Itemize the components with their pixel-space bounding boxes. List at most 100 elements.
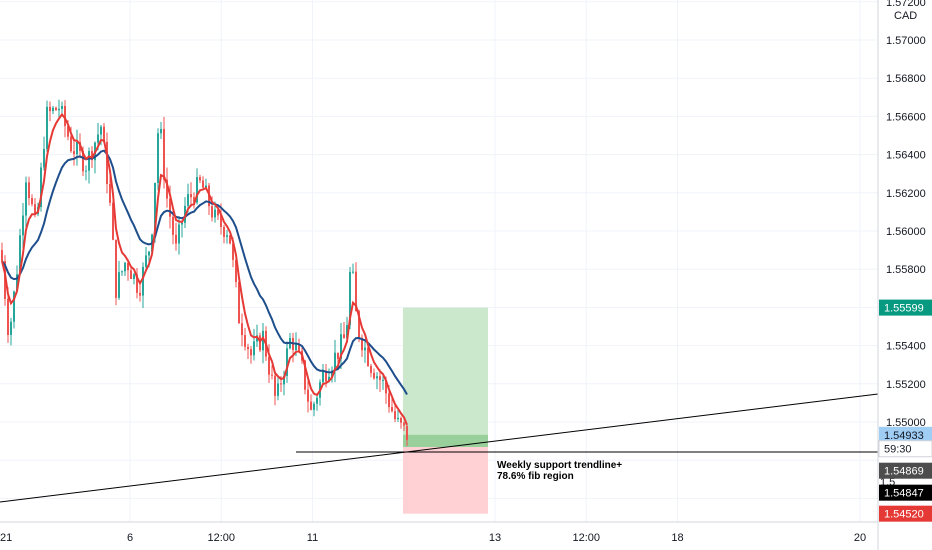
- candle-body: [274, 375, 276, 396]
- candle-body: [271, 374, 273, 376]
- candle-body: [88, 151, 90, 171]
- candle-body: [19, 235, 21, 275]
- candle-body: [193, 197, 195, 203]
- candle: [202, 176, 204, 188]
- candle: [235, 258, 237, 288]
- ema-fast-line: [1, 112, 408, 426]
- candle-body: [85, 170, 87, 172]
- candle: [271, 365, 273, 380]
- candle-body: [100, 126, 102, 135]
- candle-body: [340, 334, 342, 359]
- price-tick-label: 1.55800: [886, 264, 926, 276]
- candle-body: [313, 403, 315, 410]
- candle-body: [349, 271, 351, 326]
- candle: [31, 194, 33, 207]
- candle: [307, 376, 309, 413]
- candle: [115, 239, 117, 306]
- candle-body: [175, 234, 177, 244]
- candle: [145, 246, 147, 271]
- candle: [223, 224, 225, 244]
- candle-body: [34, 204, 36, 215]
- time-tick-label: 13: [489, 532, 501, 544]
- candle-body: [400, 417, 402, 423]
- candle-body: [220, 215, 222, 228]
- candle: [172, 210, 174, 245]
- candle: [196, 168, 198, 205]
- candle-body: [130, 270, 132, 279]
- candle-body: [370, 365, 372, 373]
- candle: [355, 262, 357, 312]
- candle-body: [229, 235, 231, 244]
- annotation-line-1: Weekly support trendline+: [497, 460, 622, 471]
- candle: [340, 322, 342, 369]
- candle-body: [28, 182, 30, 199]
- candle: [331, 366, 333, 383]
- candle: [106, 132, 108, 194]
- candle-body: [355, 271, 357, 312]
- price-tick-label: 1.56000: [886, 226, 926, 238]
- candle-body: [58, 108, 60, 111]
- time-tick-label: 6: [127, 532, 133, 544]
- candle-body: [397, 417, 399, 420]
- candle: [85, 165, 87, 181]
- candle-body: [298, 344, 300, 351]
- candle-body: [316, 397, 318, 404]
- candle-body: [238, 281, 240, 324]
- candle: [190, 182, 192, 207]
- candle: [73, 140, 75, 166]
- candle-body: [367, 347, 369, 366]
- candle: [55, 106, 57, 111]
- candle: [76, 129, 78, 166]
- price-tag-label: 1.54933: [884, 430, 924, 442]
- candle-body: [103, 126, 105, 142]
- candle: [262, 323, 264, 364]
- candle: [25, 176, 27, 229]
- candle: [226, 229, 228, 244]
- candle: [364, 340, 366, 363]
- candle-body: [217, 209, 219, 216]
- candle-body: [334, 352, 336, 371]
- candle-body: [361, 337, 363, 351]
- candle: [199, 174, 201, 184]
- price-tag-support: 1.54847: [879, 484, 932, 501]
- candle-body: [76, 141, 78, 155]
- candle: [142, 262, 144, 309]
- candle: [10, 317, 12, 346]
- price-tick-label: 1.57200: [886, 0, 926, 9]
- price-axis[interactable]: CAD 1.57000 1.56800 1.56600 1.56400 1.56200 1…: [880, 0, 926, 488]
- candle-body: [250, 349, 252, 356]
- price-tag-bg: [879, 484, 932, 501]
- candle-body: [166, 179, 168, 199]
- candle-body: [244, 335, 246, 347]
- candle-body: [187, 194, 189, 206]
- candle-body: [52, 107, 54, 112]
- candle: [322, 363, 324, 384]
- candle-body: [214, 209, 216, 218]
- candle: [403, 421, 405, 431]
- candle-body: [268, 356, 270, 375]
- price-tick-label: 1.56600: [886, 111, 926, 123]
- candle: [241, 313, 243, 347]
- candle-body: [16, 274, 18, 292]
- candle-body: [232, 243, 234, 260]
- candle: [136, 268, 138, 299]
- candle-body: [55, 107, 57, 111]
- candle: [121, 270, 123, 276]
- candle-body: [337, 352, 339, 359]
- candle-body: [64, 105, 66, 127]
- candle-body: [280, 383, 282, 385]
- price-tag-bg: [879, 299, 932, 316]
- candle-body: [91, 151, 93, 161]
- candle-body: [49, 106, 51, 112]
- candle-body: [190, 194, 192, 198]
- drawn-lines: [0, 393, 879, 503]
- candle: [181, 221, 183, 238]
- candle-body: [346, 325, 348, 339]
- open-profit-zone: [403, 434, 488, 448]
- candle-body: [43, 148, 45, 168]
- annotation-line-2: 78.6% fib region: [497, 471, 574, 482]
- candle-body: [394, 411, 396, 420]
- candle-body: [403, 422, 405, 426]
